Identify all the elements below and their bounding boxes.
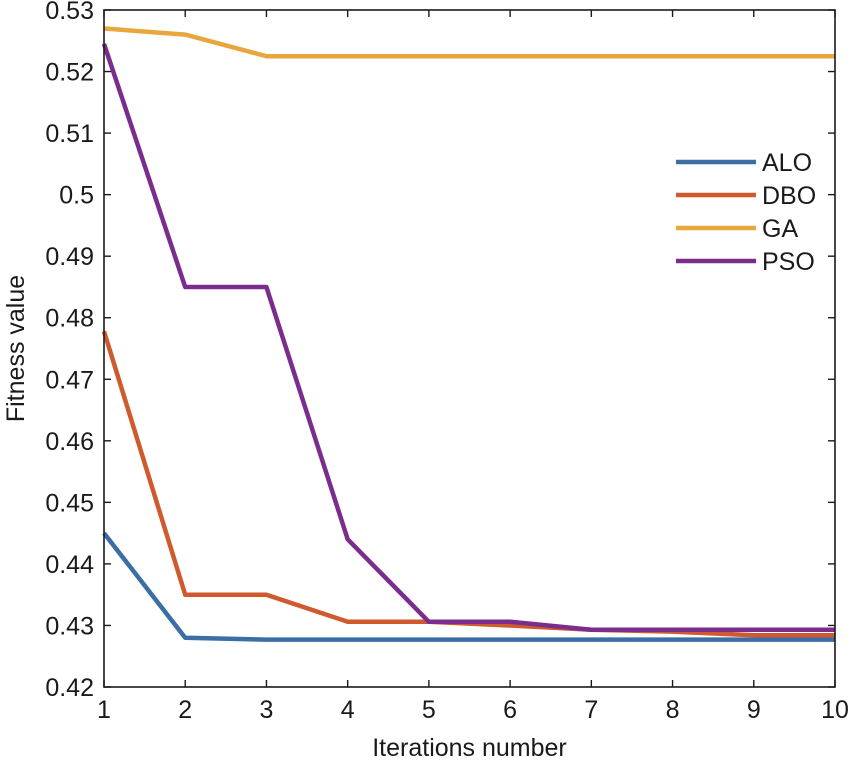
legend-label-alo: ALO: [762, 149, 812, 177]
x-tick-label: 6: [503, 696, 517, 724]
x-tick-label: 4: [341, 696, 355, 724]
y-tick-label: 0.51: [45, 120, 94, 148]
x-tick-label: 8: [666, 696, 680, 724]
x-tick-label: 7: [584, 696, 598, 724]
y-tick-label: 0.5: [59, 182, 94, 210]
y-tick-label: 0.52: [45, 59, 94, 87]
legend-label-ga: GA: [762, 215, 798, 243]
plot-frame: [103, 9, 836, 688]
legend-label-dbo: DBO: [762, 182, 816, 210]
y-tick-label: 0.48: [45, 305, 94, 333]
y-axis-title: Fitness value: [2, 275, 30, 422]
legend: ALO DBO GA PSO: [676, 149, 816, 276]
series-layer: [101, 26, 835, 642]
x-tick-label: 9: [747, 696, 761, 724]
y-tick-label: 0.43: [45, 612, 94, 640]
x-tick-label: 3: [259, 696, 273, 724]
x-tick-label: 2: [178, 696, 192, 724]
x-tick-label: 10: [821, 696, 849, 724]
x-tick-label: 1: [97, 696, 111, 724]
x-tick-label: 5: [422, 696, 436, 724]
series-line-ga: [103, 26, 835, 59]
y-tick-label: 0.49: [45, 243, 94, 271]
x-axis-title: Iterations number: [372, 734, 567, 761]
y-tick-label: 0.42: [45, 674, 94, 702]
y-tick-label: 0.44: [45, 551, 94, 579]
y-tick-label: 0.46: [45, 428, 94, 456]
y-tick-label: 0.47: [45, 366, 94, 394]
ticks-layer: 1 2 3 4 5 6 7 8 9 10 0.42 0.43 0.44 0.45 0.46 0.47 0.48 0…: [45, 0, 849, 724]
y-tick-label: 0.45: [45, 489, 94, 517]
series-line-pso: [101, 43, 835, 633]
series-line-dbo: [101, 330, 835, 638]
legend-label-pso: PSO: [762, 248, 815, 276]
series-line-alo: [102, 531, 835, 642]
y-tick-label: 0.53: [45, 0, 94, 25]
